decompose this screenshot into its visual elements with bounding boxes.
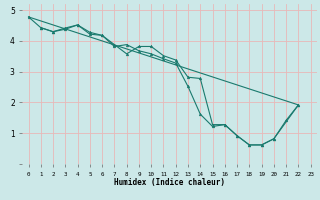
X-axis label: Humidex (Indice chaleur): Humidex (Indice chaleur) [114, 178, 225, 187]
